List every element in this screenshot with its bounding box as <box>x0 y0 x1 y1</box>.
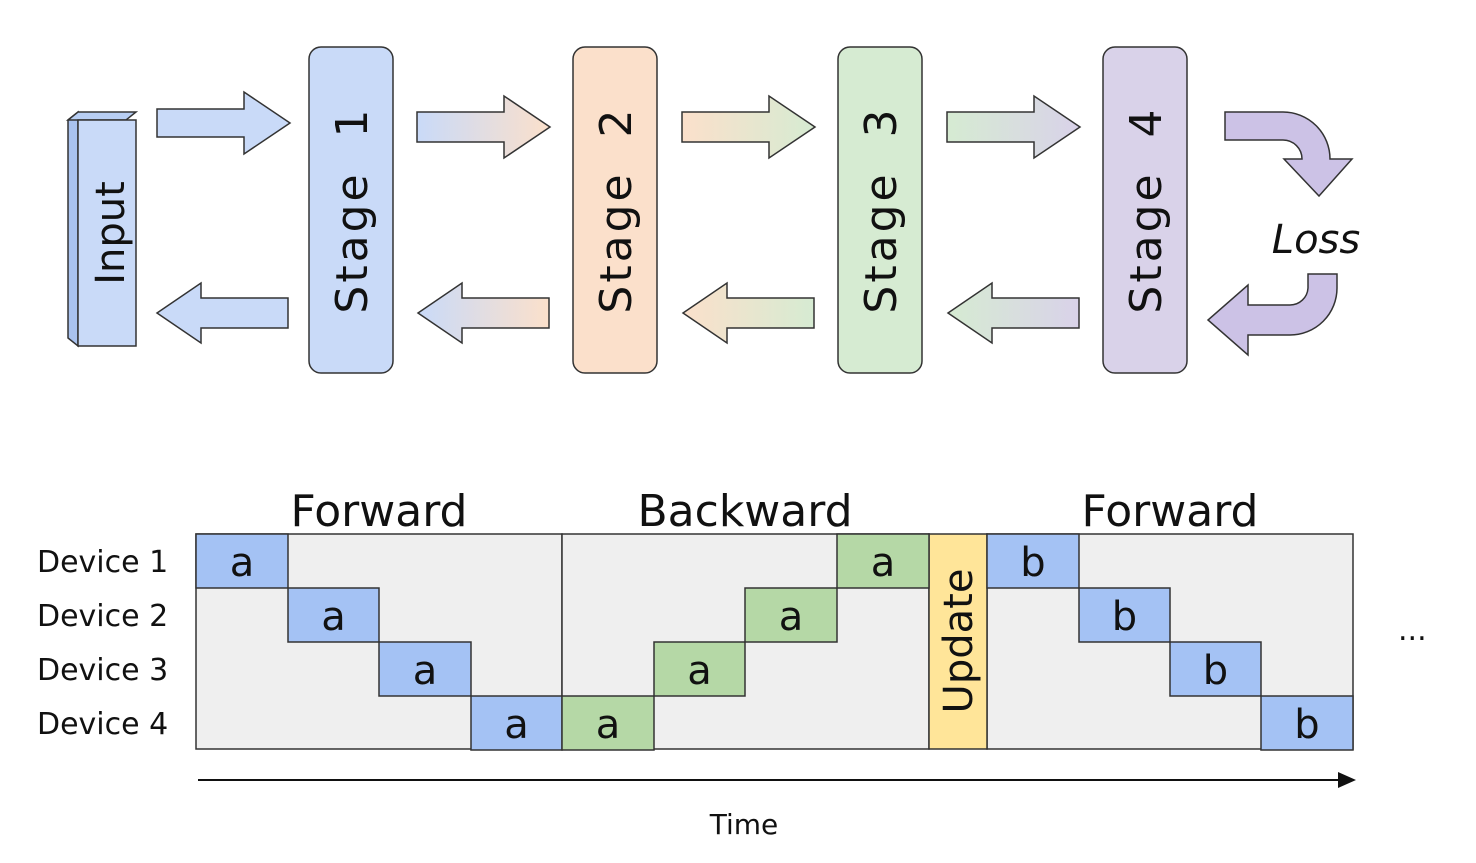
forward-arrow-input-to-stage1 <box>156 90 292 156</box>
phase-label-backward: Backward <box>637 486 852 537</box>
schedule-cell-label: b <box>1203 648 1228 694</box>
backward-arrow-stage3-to-stage2 <box>681 281 815 345</box>
schedule-cell-label: a <box>413 648 438 694</box>
input-label: Input <box>88 181 134 285</box>
device-label-4: Device 4 <box>37 707 168 742</box>
update-rect <box>928 533 988 750</box>
stage-4-label: Stage 4 <box>1121 106 1172 313</box>
update-block: Update <box>928 533 988 750</box>
device-label-1: Device 1 <box>37 545 168 580</box>
schedule-cell-label: b <box>1294 702 1319 748</box>
schedule-cell-backward-device-2 <box>744 587 838 643</box>
backward-arrow-stage4-to-stage3 <box>946 281 1080 345</box>
schedule-cell-label: a <box>871 540 896 586</box>
schedule-cells: a a a a a a a a b b b b <box>195 533 1354 751</box>
schedule-cell-forward-device-4 <box>1260 695 1354 751</box>
schedule-cell-forward-device-1 <box>986 533 1080 589</box>
schedule-cell-forward-device-2 <box>287 587 380 643</box>
input-block-top <box>65 111 139 121</box>
backward-arrow-stage2-to-stage1 <box>416 281 550 345</box>
schedule-cell-label: a <box>321 594 346 640</box>
device-label-3: Device 3 <box>37 653 168 688</box>
input-block-front <box>77 119 137 347</box>
loss-arrow-down <box>1224 111 1354 198</box>
schedule-phase-labels: Forward Backward Forward <box>291 486 1259 537</box>
stage-4-rect <box>1102 46 1188 374</box>
schedule-cell-backward-device-4 <box>561 695 655 751</box>
backward-arrow-stage1-to-input <box>155 281 289 345</box>
stage-2-label: Stage 2 <box>591 106 642 313</box>
forward-arrow-stage1-to-stage2 <box>416 94 552 160</box>
stage-2-rect <box>572 46 658 374</box>
schedule-cell-label: a <box>687 648 712 694</box>
time-axis: Time <box>198 772 1356 841</box>
phase-label-forward-1: Forward <box>291 486 468 537</box>
schedule-cell-forward-device-1 <box>195 533 289 589</box>
loss-label: Loss <box>1272 217 1360 263</box>
stage-2-box: Stage 2 <box>572 46 658 374</box>
schedule-cell-label: a <box>779 594 804 640</box>
schedule-cell-label: b <box>1020 540 1045 586</box>
stage-4-box: Stage 4 <box>1102 46 1188 374</box>
schedule-cell-forward-device-3 <box>378 641 472 697</box>
schedule-cell-label: a <box>596 702 621 748</box>
forward-arrow-stage3-to-stage4 <box>946 94 1082 160</box>
schedule-cell-backward-device-1 <box>836 533 930 589</box>
stage-1-label: Stage 1 <box>327 106 378 313</box>
device-labels: Device 1 Device 2 Device 3 Device 4 <box>37 545 168 742</box>
schedule-cell-forward-device-2 <box>1078 587 1171 643</box>
stage-1-box: Stage 1 <box>308 46 394 374</box>
phase-label-forward-2: Forward <box>1082 486 1259 537</box>
time-axis-arrowhead <box>1338 772 1356 788</box>
stage-3-label: Stage 3 <box>856 106 907 313</box>
schedule-cell-label: a <box>230 540 255 586</box>
update-label: Update <box>936 569 982 714</box>
schedule-cell-label: b <box>1112 594 1137 640</box>
stage-3-box: Stage 3 <box>837 46 923 374</box>
input-block-side <box>67 110 79 348</box>
stage-3-rect <box>837 46 923 374</box>
device-label-2: Device 2 <box>37 599 168 634</box>
stage-1-rect <box>308 46 394 374</box>
ellipsis: ... <box>1398 613 1427 648</box>
forward-arrow-stage2-to-stage3 <box>681 94 817 160</box>
time-axis-label: Time <box>709 808 779 841</box>
loss-arrow-back <box>1206 273 1338 357</box>
schedule-cell-backward-device-3 <box>653 641 746 697</box>
schedule-cell-forward-device-4 <box>470 695 563 751</box>
schedule-cell-forward-device-3 <box>1169 641 1262 697</box>
input-block: Input <box>65 110 139 348</box>
schedule-cell-label: a <box>504 702 529 748</box>
